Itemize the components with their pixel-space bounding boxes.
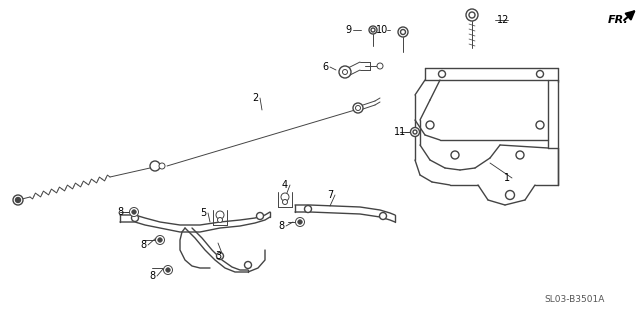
Circle shape xyxy=(466,9,478,21)
Circle shape xyxy=(15,197,20,203)
Text: 8: 8 xyxy=(149,271,155,281)
Circle shape xyxy=(339,66,351,78)
Circle shape xyxy=(216,211,224,219)
Circle shape xyxy=(157,238,163,242)
Circle shape xyxy=(132,210,136,214)
Text: 8: 8 xyxy=(140,240,146,250)
Text: 8: 8 xyxy=(278,221,284,231)
Text: 12: 12 xyxy=(497,15,509,25)
Circle shape xyxy=(353,103,363,113)
Circle shape xyxy=(13,195,23,205)
Circle shape xyxy=(371,28,375,32)
Circle shape xyxy=(438,70,445,77)
Text: 5: 5 xyxy=(200,208,206,218)
Circle shape xyxy=(516,151,524,159)
Circle shape xyxy=(536,70,543,77)
Circle shape xyxy=(156,236,164,244)
Circle shape xyxy=(355,106,360,111)
Text: 4: 4 xyxy=(282,180,288,190)
Text: 2: 2 xyxy=(252,93,258,103)
Circle shape xyxy=(244,262,252,268)
Circle shape xyxy=(469,12,475,18)
Circle shape xyxy=(150,161,160,171)
Text: 7: 7 xyxy=(327,190,333,200)
Circle shape xyxy=(281,193,289,201)
Circle shape xyxy=(257,212,264,219)
Circle shape xyxy=(282,199,287,204)
Circle shape xyxy=(216,253,223,260)
Circle shape xyxy=(377,63,383,69)
Text: 1: 1 xyxy=(504,173,510,183)
Circle shape xyxy=(129,208,138,217)
Text: 8: 8 xyxy=(117,207,123,217)
Circle shape xyxy=(305,205,312,212)
Circle shape xyxy=(451,151,459,159)
Circle shape xyxy=(159,163,165,169)
Circle shape xyxy=(131,215,138,222)
Text: 9: 9 xyxy=(345,25,351,35)
Circle shape xyxy=(380,212,387,219)
Circle shape xyxy=(166,268,170,272)
Circle shape xyxy=(296,217,305,227)
Circle shape xyxy=(398,27,408,37)
Text: 10: 10 xyxy=(376,25,388,35)
Circle shape xyxy=(218,217,223,223)
Circle shape xyxy=(426,121,434,129)
Circle shape xyxy=(413,130,417,134)
Text: FR.: FR. xyxy=(608,15,628,25)
Circle shape xyxy=(536,121,544,129)
Circle shape xyxy=(410,127,419,137)
Text: 3: 3 xyxy=(215,251,221,261)
Circle shape xyxy=(298,220,302,224)
Circle shape xyxy=(163,266,173,275)
Circle shape xyxy=(369,26,377,34)
Circle shape xyxy=(401,29,406,35)
Circle shape xyxy=(506,191,515,199)
Text: 11: 11 xyxy=(394,127,406,137)
Text: 6: 6 xyxy=(322,62,328,72)
Text: SL03-B3501A: SL03-B3501A xyxy=(545,295,605,305)
Circle shape xyxy=(342,69,348,74)
